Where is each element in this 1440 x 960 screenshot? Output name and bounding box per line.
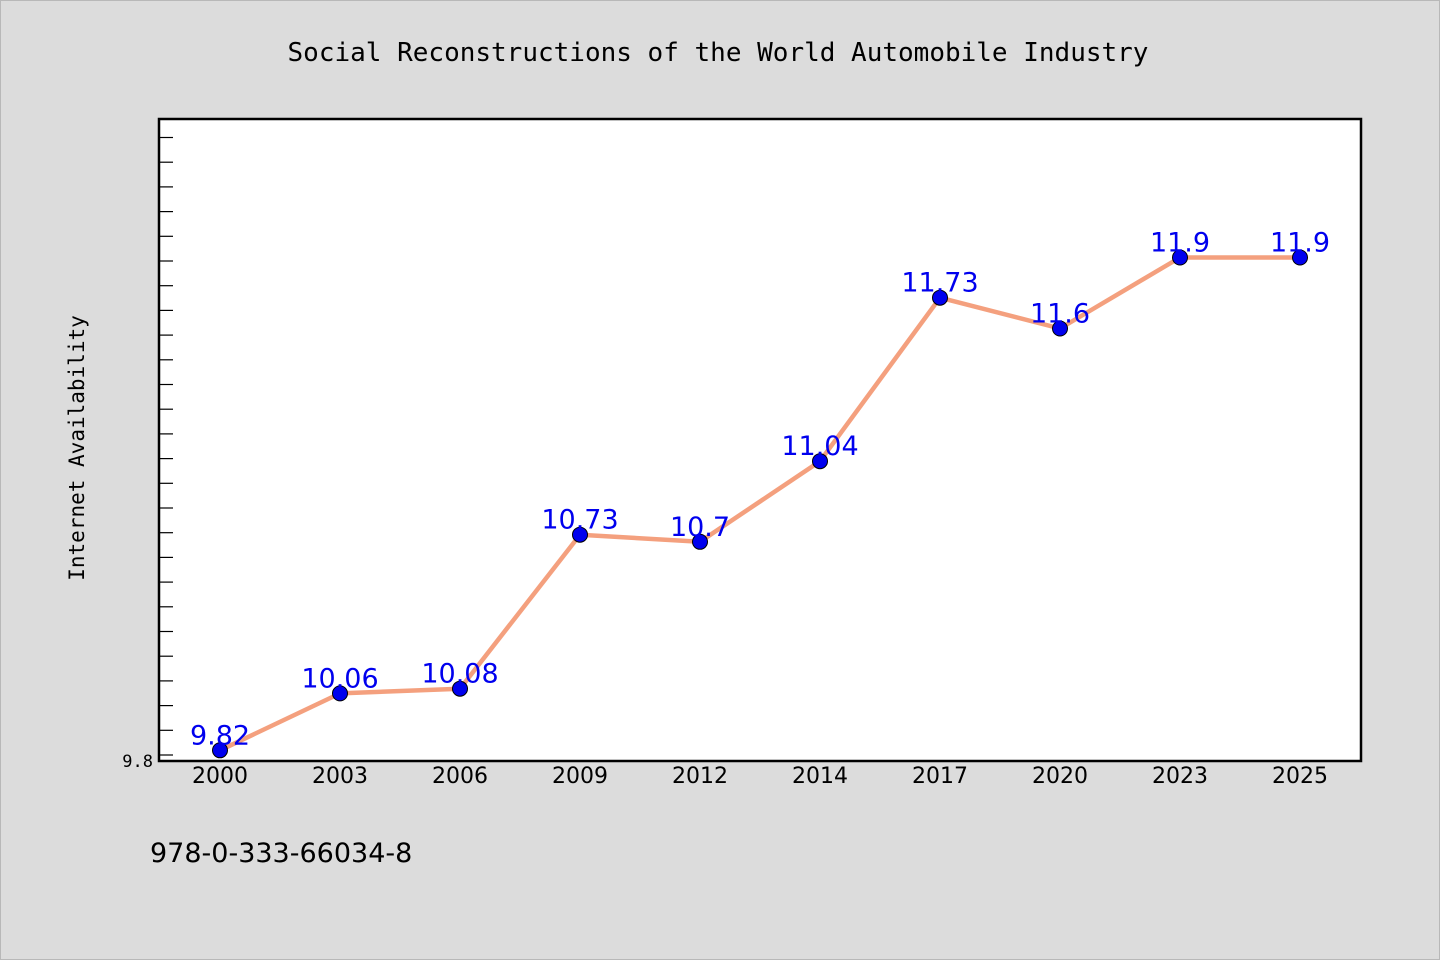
- data-point: [452, 680, 468, 697]
- isbn-footer: 978-0-333-66034-8: [150, 838, 412, 869]
- data-point: [332, 685, 348, 702]
- data-point: [1052, 320, 1068, 337]
- data-point: [812, 453, 828, 470]
- x-tick-label: 2023: [1152, 764, 1208, 789]
- series-1: 9.82 10.06 10.08 10.73 10.7 11.04 11.73 11.6 11.…: [190, 228, 1330, 759]
- data-label: 11.9: [1270, 228, 1330, 259]
- data-label: 10.73: [541, 505, 618, 536]
- y-axis-label: Internet Availability: [65, 315, 89, 581]
- x-tick-label: 2017: [912, 764, 968, 789]
- y-axis-ticks: [159, 136, 173, 756]
- data-label: 9.82: [190, 720, 250, 751]
- data-label: 11.73: [901, 268, 978, 299]
- data-point: [692, 533, 708, 550]
- data-point: [1292, 249, 1308, 266]
- x-axis-tick-labels: 2000 2003 2006 2009 2012 2014 2017 2020 2023 2025: [192, 764, 1328, 789]
- series-line: [219, 255, 1300, 753]
- data-point: [932, 289, 948, 306]
- data-label: 11.6: [1030, 299, 1090, 330]
- data-label: 10.06: [301, 663, 378, 694]
- x-tick-label: 2003: [312, 764, 368, 789]
- x-tick-label: 2014: [792, 764, 848, 789]
- data-label: 10.08: [421, 659, 498, 690]
- data-label: 11.04: [781, 431, 858, 462]
- y-tick-label: 9.8: [122, 752, 153, 772]
- data-label: 10.7: [670, 512, 730, 543]
- data-point: [212, 742, 228, 759]
- x-tick-label: 2012: [672, 764, 728, 789]
- x-tick-label: 2025: [1272, 764, 1328, 789]
- x-tick-label: 2006: [432, 764, 488, 789]
- data-label: 11.9: [1150, 228, 1210, 259]
- x-tick-label: 2009: [552, 764, 608, 789]
- data-point: [572, 526, 588, 543]
- chart-title: Social Reconstructions of the World Auto…: [288, 38, 1149, 68]
- x-tick-label: 2000: [192, 764, 248, 789]
- plot-area: [157, 117, 1363, 763]
- x-tick-label: 2020: [1032, 764, 1088, 789]
- data-point: [1172, 249, 1188, 266]
